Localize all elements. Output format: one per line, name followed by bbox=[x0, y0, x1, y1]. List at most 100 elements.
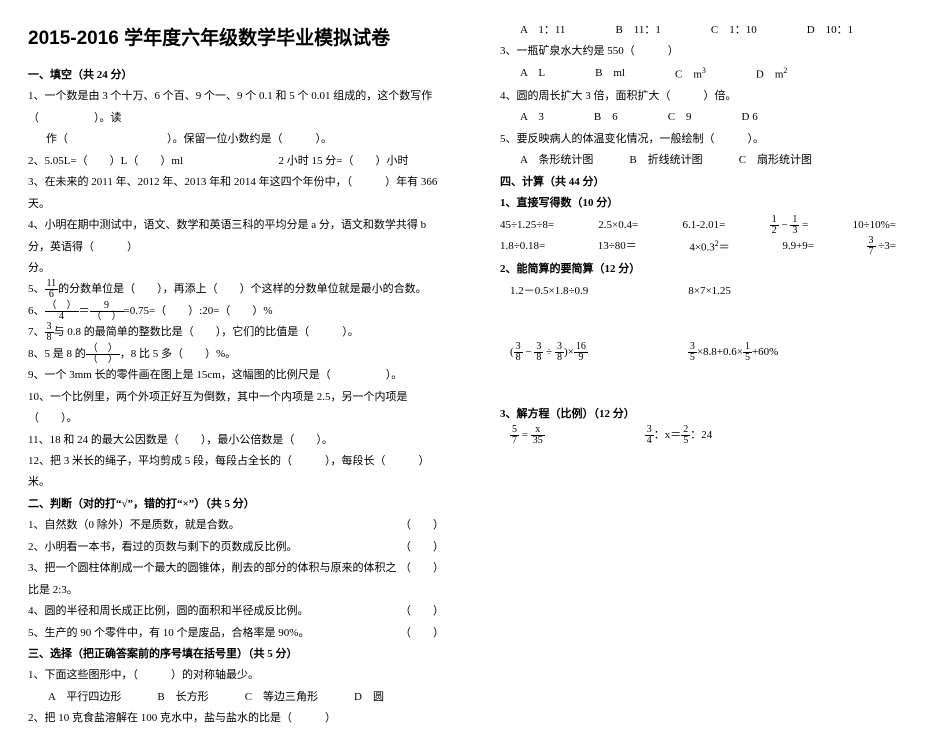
c3: 3、一瓶矿泉水大约是 550（ ） bbox=[500, 41, 916, 62]
s1: 1.2－0.5×1.8÷0.9 bbox=[510, 281, 588, 302]
e4: 12 − 13 = bbox=[770, 215, 809, 236]
section-2-head: 二、判断（对的打“√”，错的打“×”）（共 5 分） bbox=[28, 494, 444, 515]
calc2-row2: (38 − 38 ÷ 38)×169 35×8.8+0.6×15+60% bbox=[500, 342, 916, 363]
q3: 3、在未来的 2011 年、2012 年、2013 年和 2014 年这四个年份… bbox=[28, 172, 444, 215]
mc3d: D m2 bbox=[756, 63, 788, 86]
q12: 12、把 3 米长的绳子，平均剪成 5 段，每段占全长的（ ），每段长（ ）米。 bbox=[28, 451, 444, 494]
mc4d: D 6 bbox=[742, 107, 758, 128]
calc1-row1: 45÷1.25÷8= 2.5×0.4= 6.1-2.01= 12 − 13 = … bbox=[500, 215, 916, 236]
left-column: 2015-2016 学年度六年级数学毕业模拟试卷 一、填空（共 24 分） 1、… bbox=[0, 0, 472, 655]
q7: 7、38与 0.8 的最简单的整数比是（ ），它们的比值是（ ）。 bbox=[28, 322, 444, 343]
j4: 4、圆的半径和周长成正比例，圆的面积和半径成反比例。 bbox=[28, 601, 309, 622]
j1-paren: （ ） bbox=[400, 515, 444, 536]
frac-9-blank: 9（ ） bbox=[90, 301, 124, 322]
c5: 5、要反映病人的体温变化情况，一般绘制（ ）。 bbox=[500, 129, 916, 150]
calc2-workspace-2 bbox=[500, 364, 916, 404]
mc2b: B 11：1 bbox=[615, 20, 660, 41]
c1d: D 圆 bbox=[354, 687, 384, 708]
mc4a: A 3 bbox=[520, 107, 544, 128]
e8: 4×0.32＝ bbox=[689, 236, 729, 259]
calc3-row: 57 = x35 34：x＝25：24 bbox=[500, 425, 916, 446]
q4a: 4、小明在期中测试中，语文、数学和英语三科的平均分是 a 分，语文和数学共得 b… bbox=[28, 215, 444, 258]
c1-options: A 平行四边形 B 长方形 C 等边三角形 D 圆 bbox=[28, 687, 444, 708]
q2b: 2 小时 15 分=（ ）小时 bbox=[279, 155, 409, 167]
j5-row: 5、生产的 90 个零件中，有 10 个是废品，合格率是 90%。 （ ） bbox=[28, 623, 444, 644]
q1-line1: 1、一个数是由 3 个十万、6 个百、9 个一、9 个 0.1 和 5 个 0.… bbox=[28, 86, 444, 129]
c5-options: A 条形统计图 B 折线统计图 C 扇形统计图 bbox=[500, 150, 916, 171]
calc1-row2: 1.8÷0.18= 13÷80＝ 4×0.32＝ 9.9+9= 37 ÷3= bbox=[500, 236, 916, 259]
q2a: 2、5.05L=（ ）L（ ）ml bbox=[28, 155, 183, 167]
mc5c: C 扇形统计图 bbox=[739, 150, 812, 171]
mc5a: A 条形统计图 bbox=[520, 150, 593, 171]
section-4-head: 四、计算（共 44 分） bbox=[500, 172, 916, 193]
c1a: A 平行四边形 bbox=[48, 687, 121, 708]
calc2-workspace-1 bbox=[500, 302, 916, 342]
pe1: 57 = x35 bbox=[510, 425, 545, 446]
mc4c: C 9 bbox=[668, 107, 692, 128]
calc2-head: 2、能简算的要简算（12 分） bbox=[500, 259, 916, 280]
c1c: C 等边三角形 bbox=[245, 687, 318, 708]
j2: 2、小明看一本书，看过的页数与剩下的页数成反比例。 bbox=[28, 537, 298, 558]
c4-options: A 3 B 6 C 9 D 6 bbox=[500, 107, 916, 128]
c4: 4、圆的周长扩大 3 倍，面积扩大（ ）倍。 bbox=[500, 86, 916, 107]
e3: 6.1-2.01= bbox=[682, 215, 725, 236]
c1: 1、下面这些图形中，（ ）的对称轴最少。 bbox=[28, 665, 444, 686]
q2: 2、5.05L=（ ）L（ ）ml 2 小时 15 分=（ ）小时 bbox=[28, 151, 444, 172]
mc4b: B 6 bbox=[594, 107, 618, 128]
mc2a: A 1：11 bbox=[520, 20, 565, 41]
j1: 1、自然数（0 除外）不是质数，就是合数。 bbox=[28, 515, 240, 536]
e9: 9.9+9= bbox=[782, 236, 814, 259]
j3: 3、把一个圆柱体削成一个最大的圆锥体，削去的部分的体积与原来的体积之比是 2:3… bbox=[28, 558, 400, 601]
exam-title: 2015-2016 学年度六年级数学毕业模拟试卷 bbox=[28, 20, 444, 57]
j5-paren: （ ） bbox=[400, 623, 444, 644]
q8b: ，8 比 5 多（ ）%。 bbox=[120, 348, 236, 360]
e1: 45÷1.25÷8= bbox=[500, 215, 554, 236]
q5: 5、116的分数单位是（ ），再添上（ ）个这样的分数单位就是最小的合数。 bbox=[28, 279, 444, 300]
pe2: 34：x＝25：24 bbox=[645, 425, 713, 446]
e7: 13÷80＝ bbox=[598, 236, 637, 259]
mc3a: A L bbox=[520, 63, 545, 86]
q4b: 分。 bbox=[28, 258, 444, 279]
j4-paren: （ ） bbox=[400, 601, 444, 622]
q7-text: 与 0.8 的最简单的整数比是（ ），它们的比值是（ ）。 bbox=[54, 326, 359, 338]
j5: 5、生产的 90 个零件中，有 10 个是废品，合格率是 90%。 bbox=[28, 623, 309, 644]
q8: 8、5 是 8 的（ ）（ ），8 比 5 多（ ）%。 bbox=[28, 344, 444, 365]
c2-options: A 1：11 B 11：1 C 1：10 D 10：1 bbox=[500, 20, 916, 41]
q10: 10、一个比例里，两个外项正好互为倒数，其中一个内项是 2.5，另一个内项是（ … bbox=[28, 387, 444, 430]
e6: 1.8÷0.18= bbox=[500, 236, 545, 259]
j3-paren: （ ） bbox=[400, 558, 444, 601]
section-1-head: 一、填空（共 24 分） bbox=[28, 65, 444, 86]
e10: 37 ÷3= bbox=[867, 236, 897, 259]
c2: 2、把 10 克食盐溶解在 100 克水中，盐与盐水的比是（ ） bbox=[28, 708, 444, 729]
e2: 2.5×0.4= bbox=[598, 215, 638, 236]
right-column: A 1：11 B 11：1 C 1：10 D 10：1 3、一瓶矿泉水大约是 5… bbox=[472, 0, 944, 655]
mc2d: D 10：1 bbox=[807, 20, 853, 41]
q9: 9、一个 3mm 长的零件画在图上是 15cm，这幅图的比例尺是（ ）。 bbox=[28, 365, 444, 386]
frac-blank-2: （ ）（ ） bbox=[86, 344, 120, 365]
j2-paren: （ ） bbox=[400, 537, 444, 558]
calc3-head: 3、解方程（比例）（12 分） bbox=[500, 404, 916, 425]
j1-row: 1、自然数（0 除外）不是质数，就是合数。 （ ） bbox=[28, 515, 444, 536]
frac-blank-1: （ ）4 bbox=[45, 301, 79, 322]
j3-row: 3、把一个圆柱体削成一个最大的圆锥体，削去的部分的体积与原来的体积之比是 2:3… bbox=[28, 558, 444, 601]
c3-options: A L B ml C m3 D m2 bbox=[500, 63, 916, 86]
exam-page: 2015-2016 学年度六年级数学毕业模拟试卷 一、填空（共 24 分） 1、… bbox=[0, 0, 945, 655]
s3: (38 − 38 ÷ 38)×169 bbox=[510, 342, 588, 363]
s2: 8×7×1.25 bbox=[688, 281, 731, 302]
mc3b: B ml bbox=[595, 63, 625, 86]
q11: 11、18 和 24 的最大公因数是（ ），最小公倍数是（ ）。 bbox=[28, 430, 444, 451]
frac-3-8: 38 bbox=[45, 322, 54, 343]
mc5b: B 折线统计图 bbox=[629, 150, 702, 171]
calc1-head: 1、直接写得数（10 分） bbox=[500, 193, 916, 214]
j2-row: 2、小明看一本书，看过的页数与剩下的页数成反比例。 （ ） bbox=[28, 537, 444, 558]
c1b: B 长方形 bbox=[157, 687, 208, 708]
calc2-row1: 1.2－0.5×1.8÷0.9 8×7×1.25 bbox=[500, 281, 916, 302]
q1-line2: 作（ ）。保留一位小数约是（ ）。 bbox=[28, 129, 444, 150]
s4: 35×8.8+0.6×15+60% bbox=[688, 342, 779, 363]
q6: 6、（ ）4＝9（ ）=0.75=（ ）:20=（ ）% bbox=[28, 301, 444, 322]
e5: 10÷10%= bbox=[853, 215, 896, 236]
frac-11-6: 116 bbox=[45, 279, 59, 300]
q8a: 8、5 是 8 的 bbox=[28, 348, 86, 360]
mc3c: C m3 bbox=[675, 63, 706, 86]
j4-row: 4、圆的半径和周长成正比例，圆的面积和半径成反比例。 （ ） bbox=[28, 601, 444, 622]
